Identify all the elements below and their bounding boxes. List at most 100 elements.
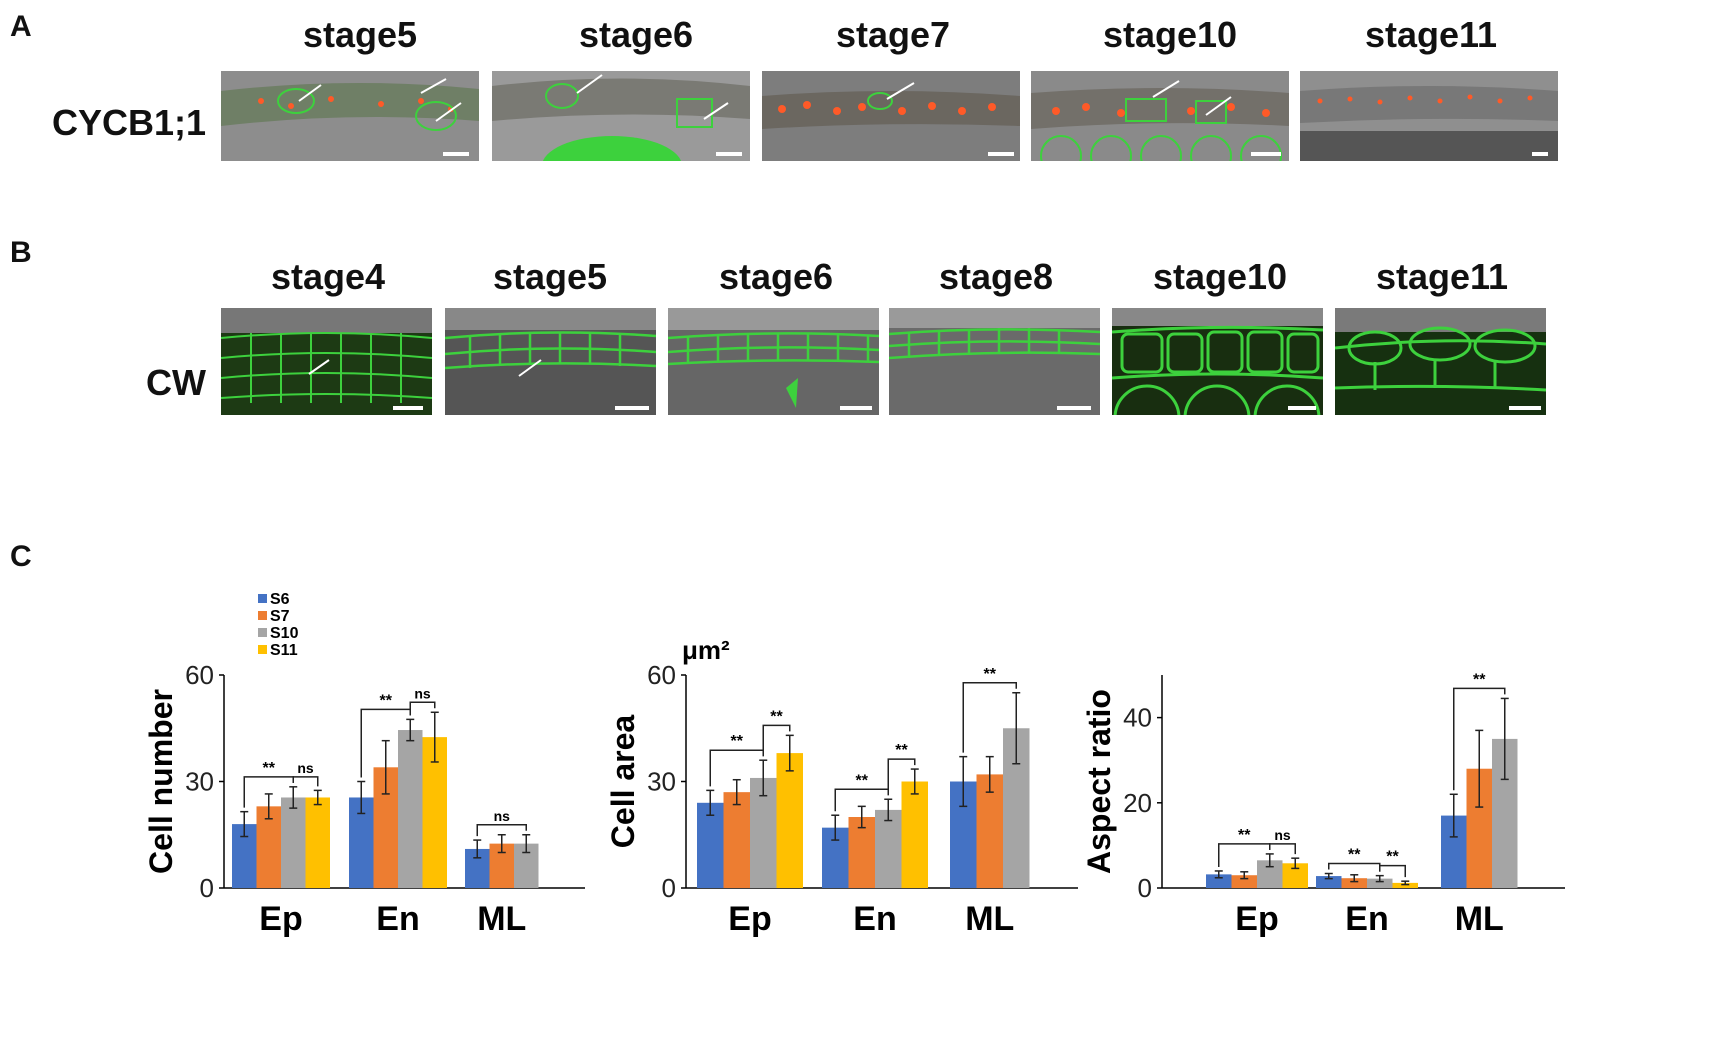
significance-bracket — [1269, 843, 1296, 855]
x-category-label: En — [853, 900, 896, 938]
legend-swatch-S7 — [258, 611, 267, 620]
legend-label-S10: S10 — [270, 625, 299, 642]
significance-bracket — [292, 776, 319, 787]
panel-a-stage-label: stage11 — [1364, 14, 1498, 55]
panel-b-stage-label: stage4 — [270, 256, 386, 297]
panel-a-stage-label: stage10 — [1102, 14, 1238, 55]
x-category-label: Ep — [1235, 900, 1278, 938]
panel-b-row-label: CW — [146, 362, 206, 403]
bar-S10-En — [398, 730, 423, 888]
bar-S7-Ep — [723, 792, 750, 888]
y-tick-label: 20 — [1123, 788, 1152, 818]
y-axis-title: Cell area — [605, 715, 641, 849]
y-tick-label: 0 — [200, 873, 214, 903]
bar-S6-Ep — [1206, 874, 1232, 888]
bar-S10-En — [1367, 878, 1393, 888]
panel-a-stage-label: stage6 — [578, 14, 694, 55]
bar-S7-Ep — [256, 806, 281, 888]
legend-label-S7: S7 — [270, 608, 290, 625]
panel-a-row-label: CYCB1;1 — [52, 102, 207, 143]
significance-bracket — [962, 682, 1017, 753]
y-axis-title: Cell number — [143, 689, 179, 874]
micrograph-b-4 — [889, 308, 1100, 415]
micrograph-b-3 — [668, 308, 879, 415]
significance-label: ns — [414, 685, 431, 701]
bar-S7-En — [1341, 878, 1367, 888]
significance-label: ** — [856, 772, 869, 789]
significance-bracket — [762, 724, 791, 757]
micrograph-b-5 — [1112, 308, 1323, 415]
panel-c-letter: C — [10, 540, 32, 573]
bar-S11-En — [1392, 882, 1418, 888]
bar-S6-Ep — [697, 802, 724, 888]
significance-bracket — [1453, 687, 1506, 791]
micrograph-a-5 — [1300, 71, 1558, 161]
y-axis-unit: μm² — [682, 635, 730, 665]
legend-swatch-S11 — [258, 645, 267, 654]
legend-label-S11: S11 — [270, 642, 298, 659]
bar-S6-En — [1316, 876, 1342, 888]
significance-bracket — [1379, 864, 1406, 878]
significance-label: ** — [263, 760, 276, 777]
y-tick-label: 30 — [647, 767, 676, 797]
significance-label: ** — [895, 742, 908, 759]
bar-S10-En — [875, 809, 902, 888]
x-category-label: ML — [965, 900, 1014, 938]
micrograph-a-2 — [492, 71, 750, 161]
x-category-label: ML — [477, 900, 526, 938]
x-category-label: Ep — [728, 900, 771, 938]
legend-swatch-S10 — [258, 628, 267, 637]
significance-label: ns — [494, 808, 511, 824]
significance-label: ** — [1348, 847, 1361, 864]
panel-b-stage-label: stage6 — [718, 256, 834, 297]
significance-bracket — [887, 758, 916, 796]
panel-b-stage-label: stage11 — [1375, 256, 1509, 297]
significance-label: ** — [984, 666, 997, 683]
significance-bracket — [476, 824, 527, 837]
panel-b-stage-label: stage10 — [1152, 256, 1288, 297]
significance-label: ** — [380, 692, 393, 709]
y-tick-label: 0 — [662, 873, 676, 903]
x-category-label: ML — [1455, 900, 1504, 938]
panel-a-stage-label: stage7 — [835, 14, 951, 55]
significance-label: ** — [770, 708, 783, 725]
panel-b-stage-label: stage8 — [938, 256, 1054, 297]
bar-S10-Ep — [281, 797, 306, 888]
y-axis-title: Aspect ratio — [1081, 689, 1117, 874]
bar-S11-Ep — [305, 797, 330, 888]
bar-S7-Ep — [1231, 875, 1257, 888]
bar-S11-En — [901, 781, 928, 888]
micrograph-b-1 — [221, 308, 432, 415]
significance-label: ns — [297, 760, 314, 776]
micrograph-b-2 — [445, 308, 656, 415]
micrograph-a-1 — [221, 71, 479, 161]
y-tick-label: 60 — [185, 660, 214, 690]
y-tick-label: 40 — [1123, 703, 1152, 733]
significance-bracket — [409, 701, 436, 716]
bar-S7-En — [848, 817, 875, 888]
panel-a-letter: A — [10, 10, 32, 43]
y-tick-label: 60 — [647, 660, 676, 690]
bar-S11-Ep — [776, 753, 803, 888]
panel-b-stage-label: stage5 — [492, 256, 608, 297]
x-category-label: En — [1345, 900, 1388, 938]
micrograph-a-4 — [1031, 71, 1289, 161]
significance-label: ** — [731, 733, 744, 750]
y-tick-label: 0 — [1138, 873, 1152, 903]
panel-b-letter: B — [10, 236, 32, 269]
significance-label: ** — [1386, 849, 1399, 866]
panel-a-stage-label: stage5 — [302, 14, 418, 55]
micrograph-b-6 — [1335, 308, 1546, 415]
bar-S7-ML — [976, 774, 1003, 888]
y-tick-label: 30 — [185, 767, 214, 797]
legend-swatch-S6 — [258, 594, 267, 603]
x-category-label: En — [376, 900, 419, 938]
micrograph-a-3 — [762, 71, 1020, 161]
significance-label: ns — [1274, 827, 1291, 843]
legend-label-S6: S6 — [270, 591, 290, 608]
x-category-label: Ep — [259, 900, 302, 938]
significance-label: ** — [1473, 671, 1486, 688]
significance-bracket — [1328, 862, 1381, 872]
